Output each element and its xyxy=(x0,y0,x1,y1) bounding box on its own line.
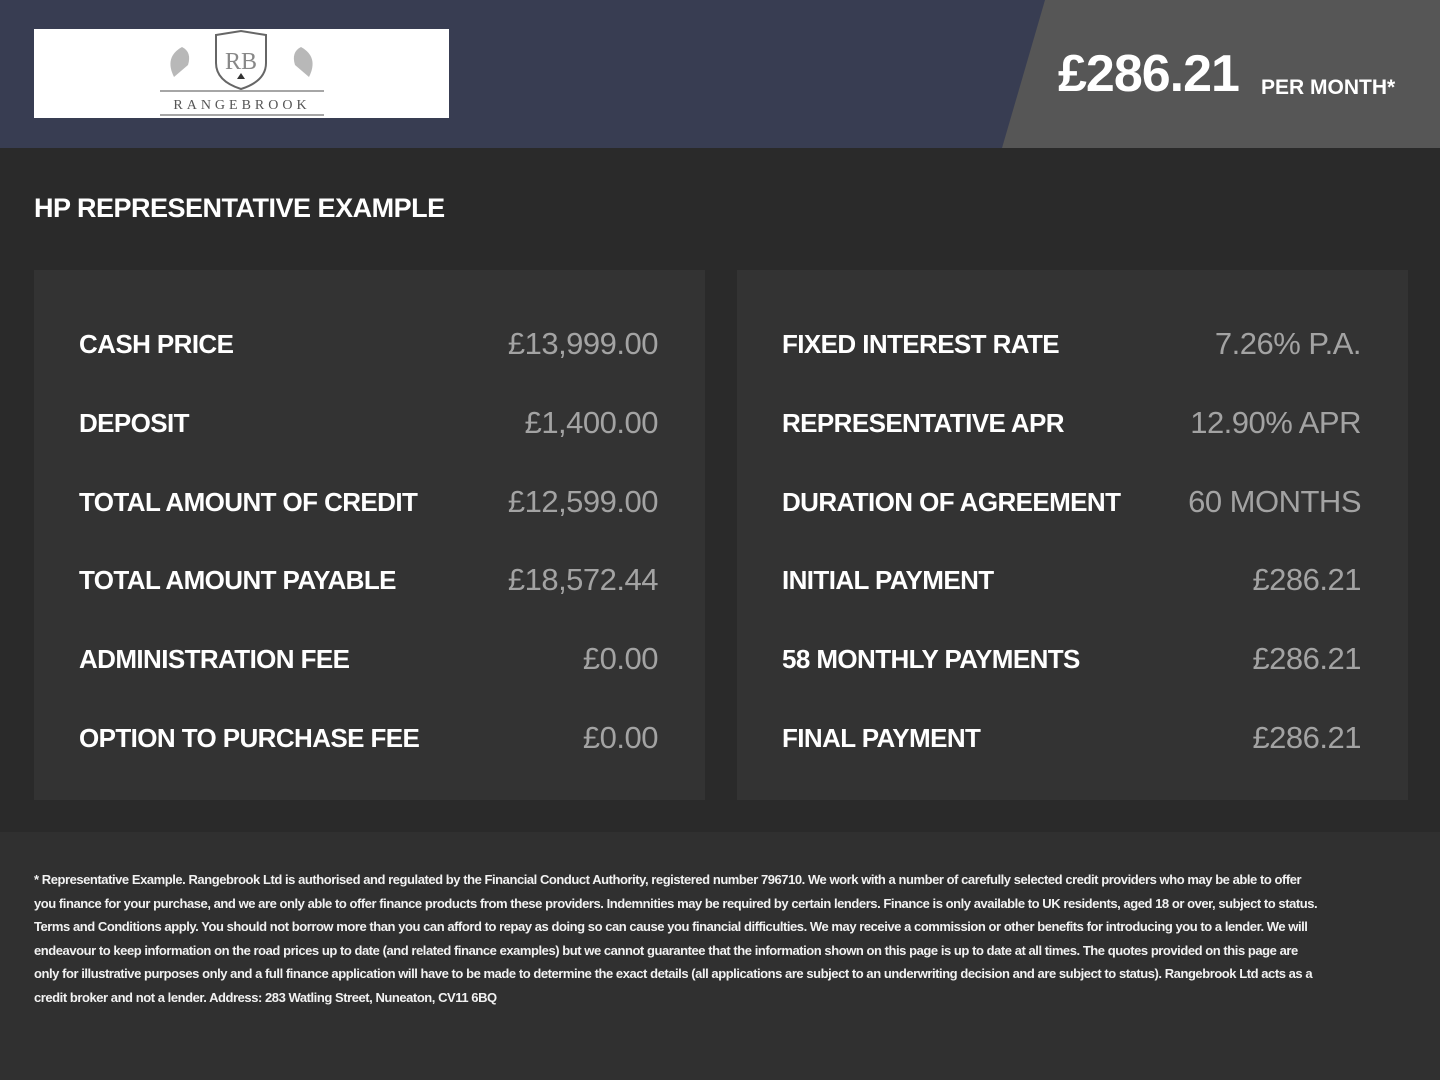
detail-label: REPRESENTATIVE APR xyxy=(782,407,1065,438)
detail-value: £286.21 xyxy=(1252,720,1361,755)
detail-value: £13,999.00 xyxy=(507,326,659,361)
finance-details-right-panel: FIXED INTEREST RATE 7.26% P.A. REPRESENTA… xyxy=(737,270,1408,800)
detail-row-final-payment: FINAL PAYMENT £286.21 xyxy=(782,718,1361,758)
per-month-label: PER MONTH* xyxy=(1261,76,1396,99)
detail-label: INITIAL PAYMENT xyxy=(782,564,994,595)
detail-value: £1,400.00 xyxy=(524,405,659,440)
detail-value: £18,572.44 xyxy=(507,562,659,597)
detail-row-monthly-payments: 58 MONTHLY PAYMENTS £286.21 xyxy=(782,639,1361,679)
detail-value: 7.26% P.A. xyxy=(1214,326,1362,361)
footer: * Representative Example. Rangebrook Ltd… xyxy=(0,832,1440,1080)
svg-text:RB: RB xyxy=(225,49,257,75)
detail-row-interest-rate: FIXED INTEREST RATE 7.26% P.A. xyxy=(782,324,1362,364)
detail-row-apr: REPRESENTATIVE APR 12.90% APR xyxy=(782,403,1361,443)
detail-row-total-credit: TOTAL AMOUNT OF CREDIT £12,599.00 xyxy=(79,482,659,522)
header: RB RANGEBROOK £286.21 PER MONTH* xyxy=(0,0,1440,148)
monthly-price: £286.21 xyxy=(1058,45,1240,103)
detail-value: £12,599.00 xyxy=(507,484,659,519)
detail-label: CASH PRICE xyxy=(79,328,234,359)
detail-value: £286.21 xyxy=(1252,562,1361,597)
detail-label: 58 MONTHLY PAYMENTS xyxy=(782,643,1080,674)
svg-text:RANGEBROOK: RANGEBROOK xyxy=(173,98,310,113)
detail-value: £0.00 xyxy=(582,720,659,755)
detail-row-cash-price: CASH PRICE £13,999.00 xyxy=(79,324,659,364)
detail-row-option-fee: OPTION TO PURCHASE FEE £0.00 xyxy=(79,718,659,758)
section-title: HP REPRESENTATIVE EXAMPLE xyxy=(34,193,445,223)
rangebrook-logo: RB RANGEBROOK xyxy=(34,29,449,118)
detail-label: ADMINISTRATION FEE xyxy=(79,643,350,674)
detail-label: DURATION OF AGREEMENT xyxy=(782,486,1121,517)
detail-row-total-payable: TOTAL AMOUNT PAYABLE £18,572.44 xyxy=(79,560,659,600)
detail-row-duration: DURATION OF AGREEMENT 60 MONTHS xyxy=(782,482,1361,522)
detail-value: £0.00 xyxy=(582,641,659,676)
detail-label: FINAL PAYMENT xyxy=(782,722,981,753)
detail-value: 60 MONTHS xyxy=(1188,484,1361,519)
detail-row-deposit: DEPOSIT £1,400.00 xyxy=(79,403,659,443)
detail-label: DEPOSIT xyxy=(79,407,190,438)
detail-label: OPTION TO PURCHASE FEE xyxy=(79,722,420,753)
detail-label: TOTAL AMOUNT OF CREDIT xyxy=(79,486,418,517)
detail-row-initial-payment: INITIAL PAYMENT £286.21 xyxy=(782,560,1361,600)
detail-value: 12.90% APR xyxy=(1190,405,1361,440)
finance-details-left-panel: CASH PRICE £13,999.00 DEPOSIT £1,400.00 TO… xyxy=(34,270,705,800)
detail-label: TOTAL AMOUNT PAYABLE xyxy=(79,564,396,595)
logo-crest-icon: RB RANGEBROOK xyxy=(160,29,324,116)
disclaimer-text: * Representative Example. Rangebrook Ltd… xyxy=(34,872,1318,1005)
detail-value: £286.21 xyxy=(1252,641,1361,676)
detail-label: FIXED INTEREST RATE xyxy=(782,328,1060,359)
detail-row-admin-fee: ADMINISTRATION FEE £0.00 xyxy=(79,639,659,679)
price-banner-background xyxy=(1002,0,1440,148)
